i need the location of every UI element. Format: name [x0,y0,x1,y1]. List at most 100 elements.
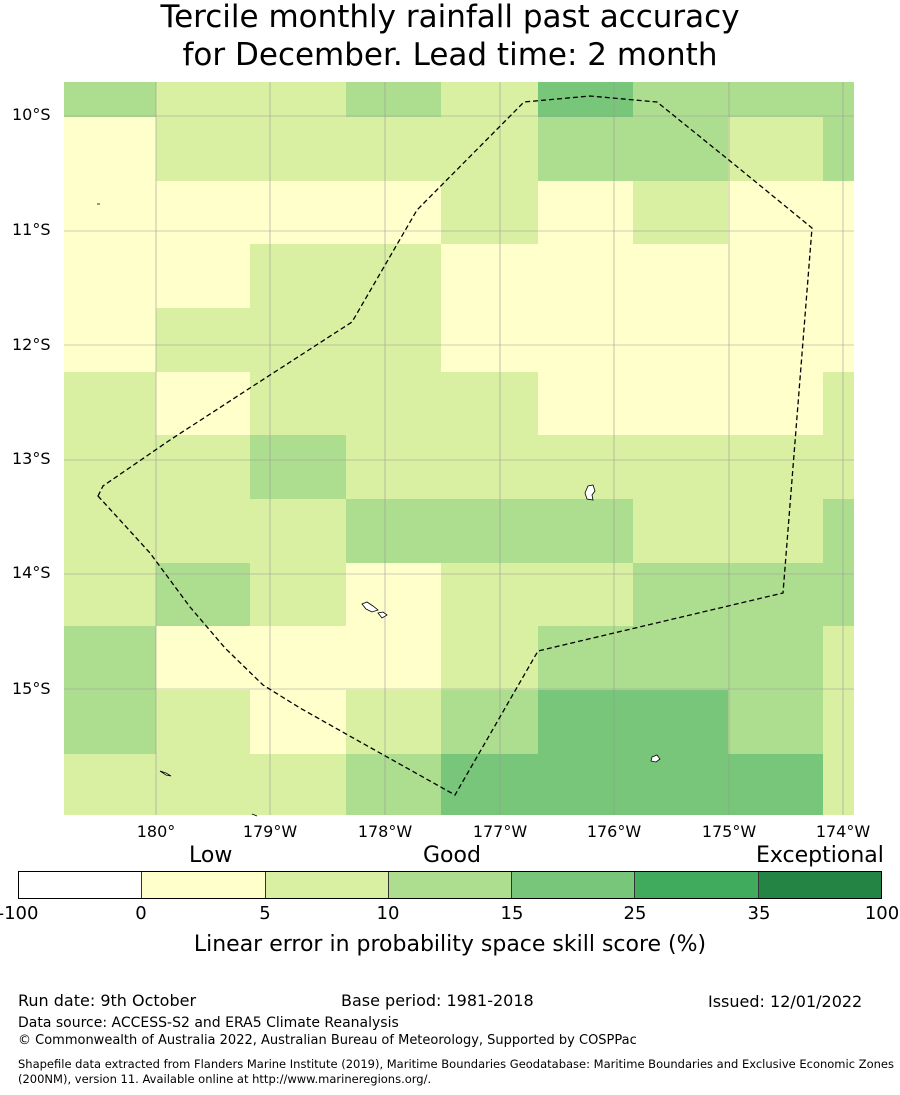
skill-cell [156,690,250,754]
skill-cell [64,308,156,372]
skill-cell [823,372,854,435]
skill-cell [633,82,728,117]
skill-cell [346,563,441,626]
lat-label-12s: 12°S [12,335,51,354]
skill-cell [823,563,854,626]
data-source: Data source: ACCESS-S2 and ERA5 Climate … [18,1015,399,1031]
skill-cell [250,308,346,372]
eez-boundary [97,95,813,796]
skill-cell [346,82,441,117]
skill-cell [346,244,441,308]
skill-cell [823,690,854,754]
skill-cell [728,244,823,308]
skill-cell [156,181,250,244]
skill-cell [728,117,823,181]
skill-cell [728,754,823,815]
skill-cell [156,626,250,690]
skill-cell [346,117,441,181]
legend-category-low: Low [189,843,233,868]
skill-cell [156,372,250,435]
skill-cell [538,499,633,563]
skill-cell [64,372,156,435]
base-period: Base period: 1981-2018 [341,991,534,1010]
island-tutuila [650,754,661,763]
colorbar-segment [512,872,636,898]
skill-cell [633,754,728,815]
skill-cell [823,435,854,499]
skill-cell [633,499,728,563]
lat-label-14s: 14°S [12,563,51,582]
skill-cell [346,181,441,244]
skill-cell [441,435,538,499]
skill-cell [633,435,728,499]
skill-cell [250,563,346,626]
island-wallis [159,770,172,777]
lat-label-13s: 13°S [12,449,51,468]
skill-cell [64,117,156,181]
run-date: Run date: 9th October [18,991,197,1010]
skill-cell [64,690,156,754]
skill-cell [823,499,854,563]
skill-cell [441,372,538,435]
lon-label-176w: 176°W [586,822,642,841]
skill-cell [538,372,633,435]
colorbar-segment [19,872,143,898]
chart-title-line-2: for December. Lead time: 2 month [182,37,718,73]
colorbar-tick: 35 [747,903,771,924]
skill-cell [250,499,346,563]
lon-label-175w: 175°W [701,822,757,841]
skill-cell [538,563,633,626]
skill-cell [728,308,823,372]
skill-cell [441,690,538,754]
skill-cell [823,117,854,181]
colorbar-tick: 25 [623,903,647,924]
skill-cell [728,499,823,563]
skill-cell [250,117,346,181]
skill-cell [346,435,441,499]
skill-cell [633,563,728,626]
issued-date: Issued: 12/01/2022 [708,992,863,1011]
legend-category-good: Good [423,843,481,868]
island-small-south [251,813,258,817]
skill-cell [538,117,633,181]
skill-cell [633,308,728,372]
skill-cell [64,181,156,244]
skill-cell [441,754,538,815]
skill-cell [728,435,823,499]
copyright: © Commonwealth of Australia 2022, Austra… [18,1033,637,1048]
skill-cell [156,499,250,563]
graticule [64,82,854,815]
skill-cell [728,690,823,754]
skill-cell [156,82,250,117]
skill-cell [823,754,854,815]
islands [97,203,661,817]
skill-cell [728,181,823,244]
skill-cell [156,754,250,815]
skill-cell [346,754,441,815]
skill-cell [538,308,633,372]
skill-cell [633,244,728,308]
skill-cell [538,690,633,754]
skill-cell [823,82,854,117]
skill-cell [538,435,633,499]
colorbar-segment [635,872,759,898]
skill-cell [538,181,633,244]
skill-cell [250,82,346,117]
skill-cell [156,244,250,308]
skill-map [64,82,854,817]
skill-cell [633,372,728,435]
skill-cell [823,244,854,308]
skill-cell [728,626,823,690]
skill-cell [538,244,633,308]
skill-cell [346,372,441,435]
skill-cell [633,181,728,244]
skill-cell [441,117,538,181]
island-swains [584,484,596,501]
skill-cell [823,626,854,690]
skill-cell [441,181,538,244]
skill-cell [250,626,346,690]
skill-cell [633,690,728,754]
colorbar-label: Linear error in probability space skill … [193,932,707,957]
colorbar-tick: 5 [259,903,271,924]
skill-cell [64,244,156,308]
